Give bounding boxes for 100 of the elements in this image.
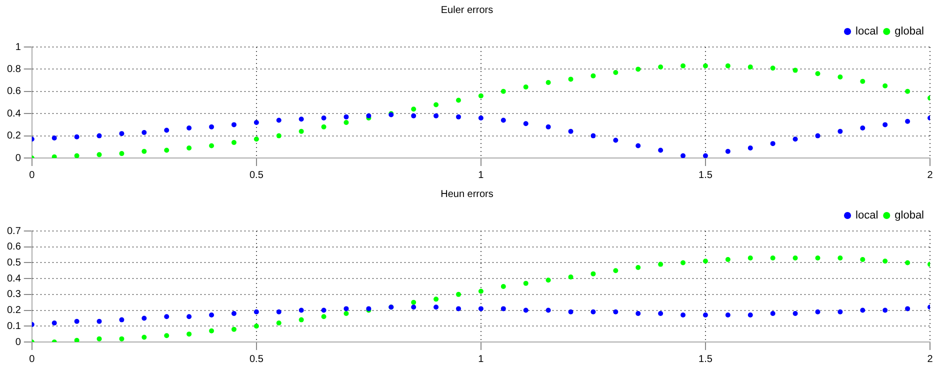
point — [568, 128, 574, 134]
point — [702, 312, 708, 318]
point — [613, 309, 618, 314]
point — [119, 131, 124, 136]
point — [500, 284, 506, 289]
x-tick-label: 1.5 — [698, 354, 713, 365]
x-tick-label: 1.5 — [698, 170, 713, 181]
point — [590, 271, 596, 276]
x-tick-label: 1 — [478, 170, 484, 181]
y-tick-label: 0.4 — [6, 273, 22, 284]
x-tick-label: 0.5 — [249, 170, 264, 181]
point — [523, 308, 528, 313]
point — [860, 257, 866, 262]
point — [613, 268, 618, 274]
point — [209, 328, 214, 334]
point — [276, 309, 282, 314]
point — [882, 308, 888, 313]
point — [434, 304, 439, 310]
point — [815, 255, 820, 260]
point — [344, 114, 349, 120]
point — [680, 312, 686, 318]
point — [164, 314, 170, 320]
point — [231, 140, 236, 145]
point — [344, 120, 349, 125]
point — [636, 143, 641, 148]
point — [96, 336, 102, 342]
point — [590, 309, 596, 314]
point — [523, 84, 528, 90]
point — [546, 80, 551, 86]
x-tick-label: 0.5 — [249, 354, 264, 365]
y-tick-label: 0.8 — [6, 64, 22, 75]
legend-label: local — [856, 210, 878, 222]
point — [815, 71, 820, 76]
point — [74, 153, 80, 158]
point — [546, 278, 551, 283]
point — [500, 118, 506, 123]
point — [321, 116, 326, 121]
chart-title: Heun errors — [440, 188, 494, 200]
point — [456, 114, 461, 120]
point — [434, 296, 439, 302]
point — [411, 106, 416, 112]
point — [568, 274, 574, 280]
point — [882, 258, 888, 264]
point — [725, 257, 730, 262]
y-tick-label: 0.1 — [6, 320, 22, 332]
point — [74, 134, 80, 140]
point — [478, 116, 484, 121]
point — [613, 70, 618, 76]
point — [321, 314, 326, 320]
chart-title: Euler errors — [440, 4, 494, 16]
point — [298, 317, 304, 322]
point — [344, 310, 349, 316]
point — [276, 133, 282, 138]
y-tick-label: 0.2 — [6, 130, 22, 142]
point — [434, 113, 439, 118]
point — [96, 318, 102, 324]
point — [298, 128, 304, 134]
point — [96, 133, 102, 138]
point — [680, 260, 686, 266]
point — [456, 306, 461, 312]
point — [725, 63, 730, 68]
point — [770, 310, 776, 316]
point — [52, 136, 57, 141]
point — [905, 306, 910, 312]
point — [74, 318, 80, 324]
point — [590, 133, 596, 138]
point — [523, 280, 528, 286]
legend-label: global — [894, 26, 924, 38]
point — [815, 309, 820, 314]
point — [276, 118, 282, 123]
point — [725, 148, 730, 154]
point — [725, 312, 730, 318]
point — [905, 118, 910, 124]
point — [636, 264, 641, 270]
point — [254, 136, 259, 142]
point — [142, 130, 147, 135]
point — [792, 136, 798, 142]
point — [523, 121, 528, 126]
y-tick-label: 0.6 — [6, 242, 22, 253]
point — [298, 308, 304, 313]
point — [658, 148, 664, 153]
x-tick-label: 1 — [478, 354, 484, 365]
legend-label: global — [894, 210, 924, 222]
point — [838, 128, 843, 134]
point — [748, 64, 753, 70]
point — [838, 74, 843, 80]
y-tick-label: 0.6 — [6, 86, 22, 98]
point — [838, 309, 843, 314]
point — [590, 73, 596, 78]
point — [748, 312, 753, 318]
point — [52, 320, 57, 326]
y-tick-label: 0.2 — [6, 305, 22, 316]
point — [321, 308, 326, 313]
point — [792, 310, 798, 316]
point — [298, 116, 304, 122]
point — [636, 66, 641, 72]
point — [164, 333, 170, 338]
point — [613, 138, 618, 143]
point — [882, 83, 888, 88]
point — [478, 93, 484, 98]
